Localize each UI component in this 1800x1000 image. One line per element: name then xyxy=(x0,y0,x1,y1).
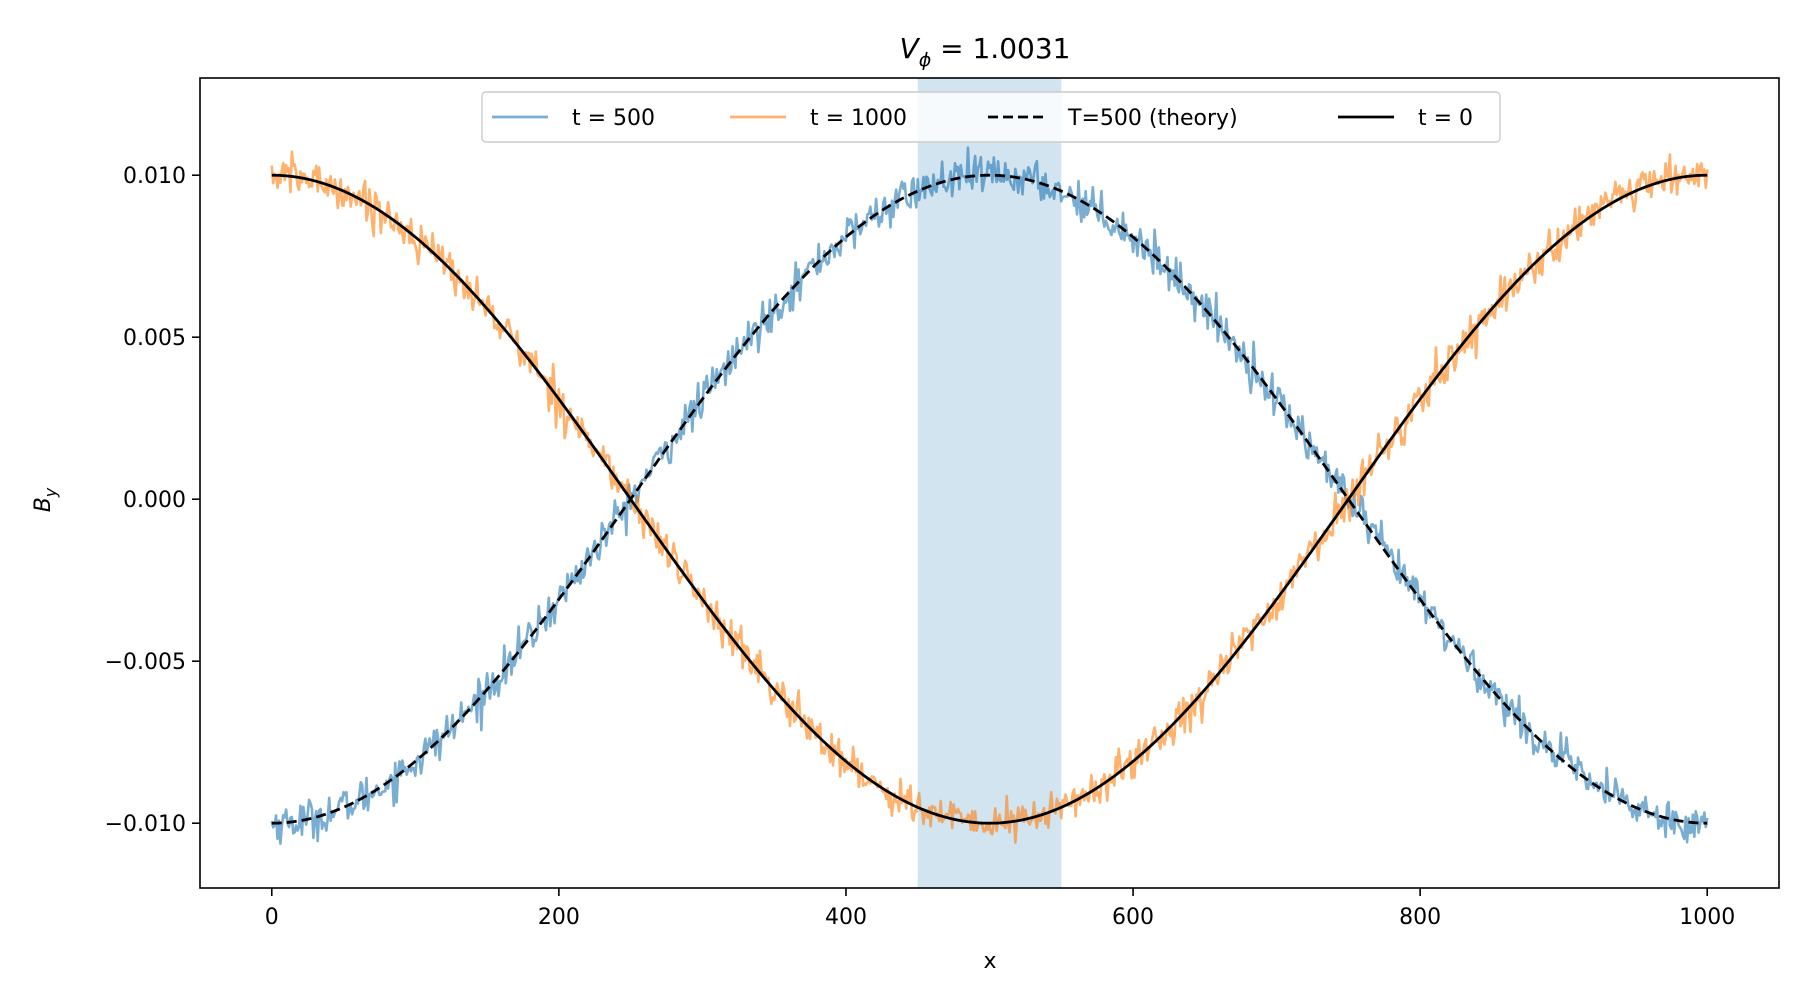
y-tick-label: −0.005 xyxy=(105,650,186,675)
x-tick-label: 200 xyxy=(538,905,580,930)
legend-label-2: T=500 (theory) xyxy=(1067,106,1238,131)
legend-label-0: t = 500 xyxy=(572,106,655,131)
x-tick-label: 0 xyxy=(265,905,279,930)
ylabel-subscript: y xyxy=(41,487,60,498)
legend-label-1: t = 1000 xyxy=(810,106,907,131)
series-line-3 xyxy=(271,173,1708,825)
x-tick-label: 600 xyxy=(1112,905,1154,930)
y-tick-label: 0.000 xyxy=(123,488,186,513)
series-line-0 xyxy=(270,146,1709,845)
x-tick-label: 1000 xyxy=(1679,905,1735,930)
title-main: V xyxy=(900,32,921,65)
y-tick-label: 0.010 xyxy=(123,164,186,189)
x-axis-label: x xyxy=(983,949,996,974)
y-tick-label: −0.010 xyxy=(105,812,186,837)
shaded-region xyxy=(917,78,1062,888)
legend-label-3: t = 0 xyxy=(1418,106,1473,131)
x-tick-label: 400 xyxy=(825,905,867,930)
ylabel-main: B xyxy=(31,497,56,512)
chart-title: Vϕ = 1.0031 xyxy=(900,32,1071,71)
series-line-2 xyxy=(271,173,1708,825)
title-subscript: ϕ xyxy=(919,49,932,71)
y-axis-label: By xyxy=(31,487,60,512)
title-value: = 1.0031 xyxy=(931,32,1070,65)
plot-frame xyxy=(199,77,1780,889)
y-tick-label: 0.005 xyxy=(123,326,186,351)
x-tick-label: 800 xyxy=(1399,905,1441,930)
